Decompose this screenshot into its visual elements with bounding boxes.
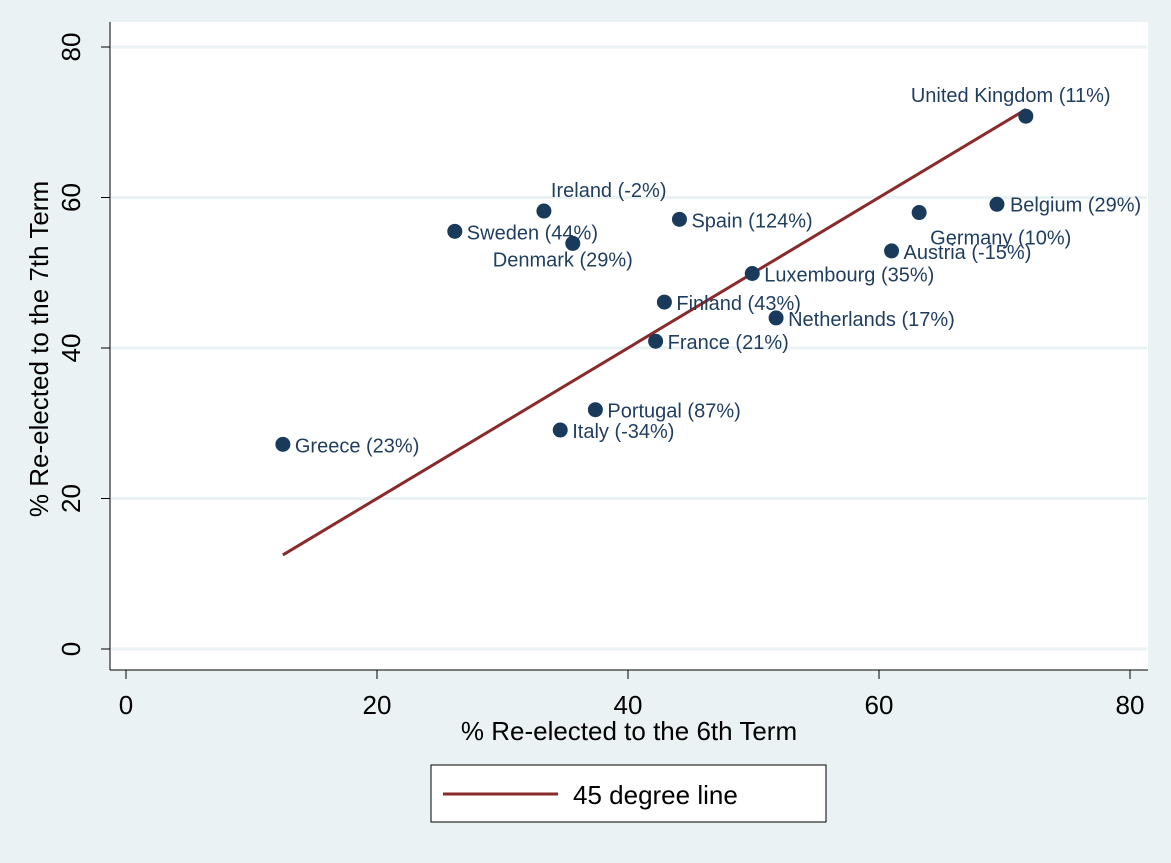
data-point-italy	[552, 422, 568, 438]
data-point-spain	[671, 211, 687, 227]
legend-label-45-degree-line: 45 degree line	[573, 780, 738, 810]
data-point-label-denmark: Denmark (29%)	[493, 249, 633, 271]
data-point-label-greece: Greece (23%)	[295, 435, 420, 457]
series-line-45-degree-line	[282, 108, 1027, 557]
data-point-label-sweden: Sweden (44%)	[467, 222, 598, 244]
data-point-label-germany: Germany (10%)	[930, 228, 1071, 250]
data-point-france	[648, 333, 664, 349]
x-tick-label-80: 80	[1116, 690, 1145, 720]
data-point-ireland	[536, 203, 552, 219]
data-point-united-kingdom	[1018, 108, 1034, 124]
data-point-greece	[275, 436, 291, 452]
data-point-label-netherlands: Netherlands (17%)	[788, 309, 955, 331]
data-point-label-austria: Austria (-15%)	[904, 242, 1032, 264]
data-point-finland	[656, 294, 672, 310]
data-point-label-finland: Finland (43%)	[676, 293, 801, 315]
data-point-label-ireland: Ireland (-2%)	[551, 180, 667, 202]
x-tick-label-40: 40	[614, 690, 643, 720]
data-point-portugal	[587, 402, 603, 418]
x-tick-label-0: 0	[119, 690, 133, 720]
legend: 45 degree line	[430, 764, 827, 823]
data-point-label-italy: Italy (-34%)	[572, 421, 674, 443]
data-point-netherlands	[768, 310, 784, 326]
axes	[109, 22, 1148, 671]
y-tick-label-80: 80	[56, 33, 86, 62]
data-point-belgium	[989, 196, 1005, 212]
data-point-germany	[911, 205, 927, 221]
data-point-austria	[884, 243, 900, 259]
data-point-label-belgium: Belgium (29%)	[1010, 194, 1141, 216]
data-point-label-luxembourg: Luxembourg (35%)	[764, 265, 934, 287]
x-tick-label-20: 20	[363, 690, 392, 720]
data-point-denmark	[565, 235, 581, 251]
data-point-label-france: France (21%)	[668, 332, 789, 354]
data-point-luxembourg	[744, 266, 760, 282]
data-point-label-portugal: Portugal (87%)	[607, 401, 740, 423]
ticks: 0 20 40 60 80 0 20 40 60 80	[56, 33, 1144, 720]
x-axis-title: % Re-elected to the 6th Term	[461, 716, 797, 746]
y-tick-label-0: 0	[56, 642, 86, 656]
data-point-sweden	[447, 223, 463, 239]
data-point-label-united-kingdom: United Kingdom (11%)	[911, 85, 1111, 107]
y-tick-label-40: 40	[56, 334, 86, 363]
y-tick-label-20: 20	[56, 484, 86, 513]
trend-line	[282, 108, 1027, 557]
y-axis-title: % Re-elected to the 7th Term	[24, 181, 54, 517]
y-tick-label-60: 60	[56, 183, 86, 212]
x-tick-label-60: 60	[865, 690, 894, 720]
data-point-labels: United Kingdom (11%) Belgium (29%) Germany…	[295, 85, 1141, 457]
data-points	[275, 108, 1034, 452]
data-point-label-spain: Spain (124%)	[691, 210, 812, 232]
